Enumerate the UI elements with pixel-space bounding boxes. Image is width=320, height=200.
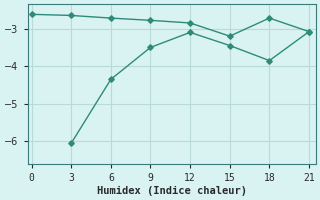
X-axis label: Humidex (Indice chaleur): Humidex (Indice chaleur): [97, 186, 247, 196]
